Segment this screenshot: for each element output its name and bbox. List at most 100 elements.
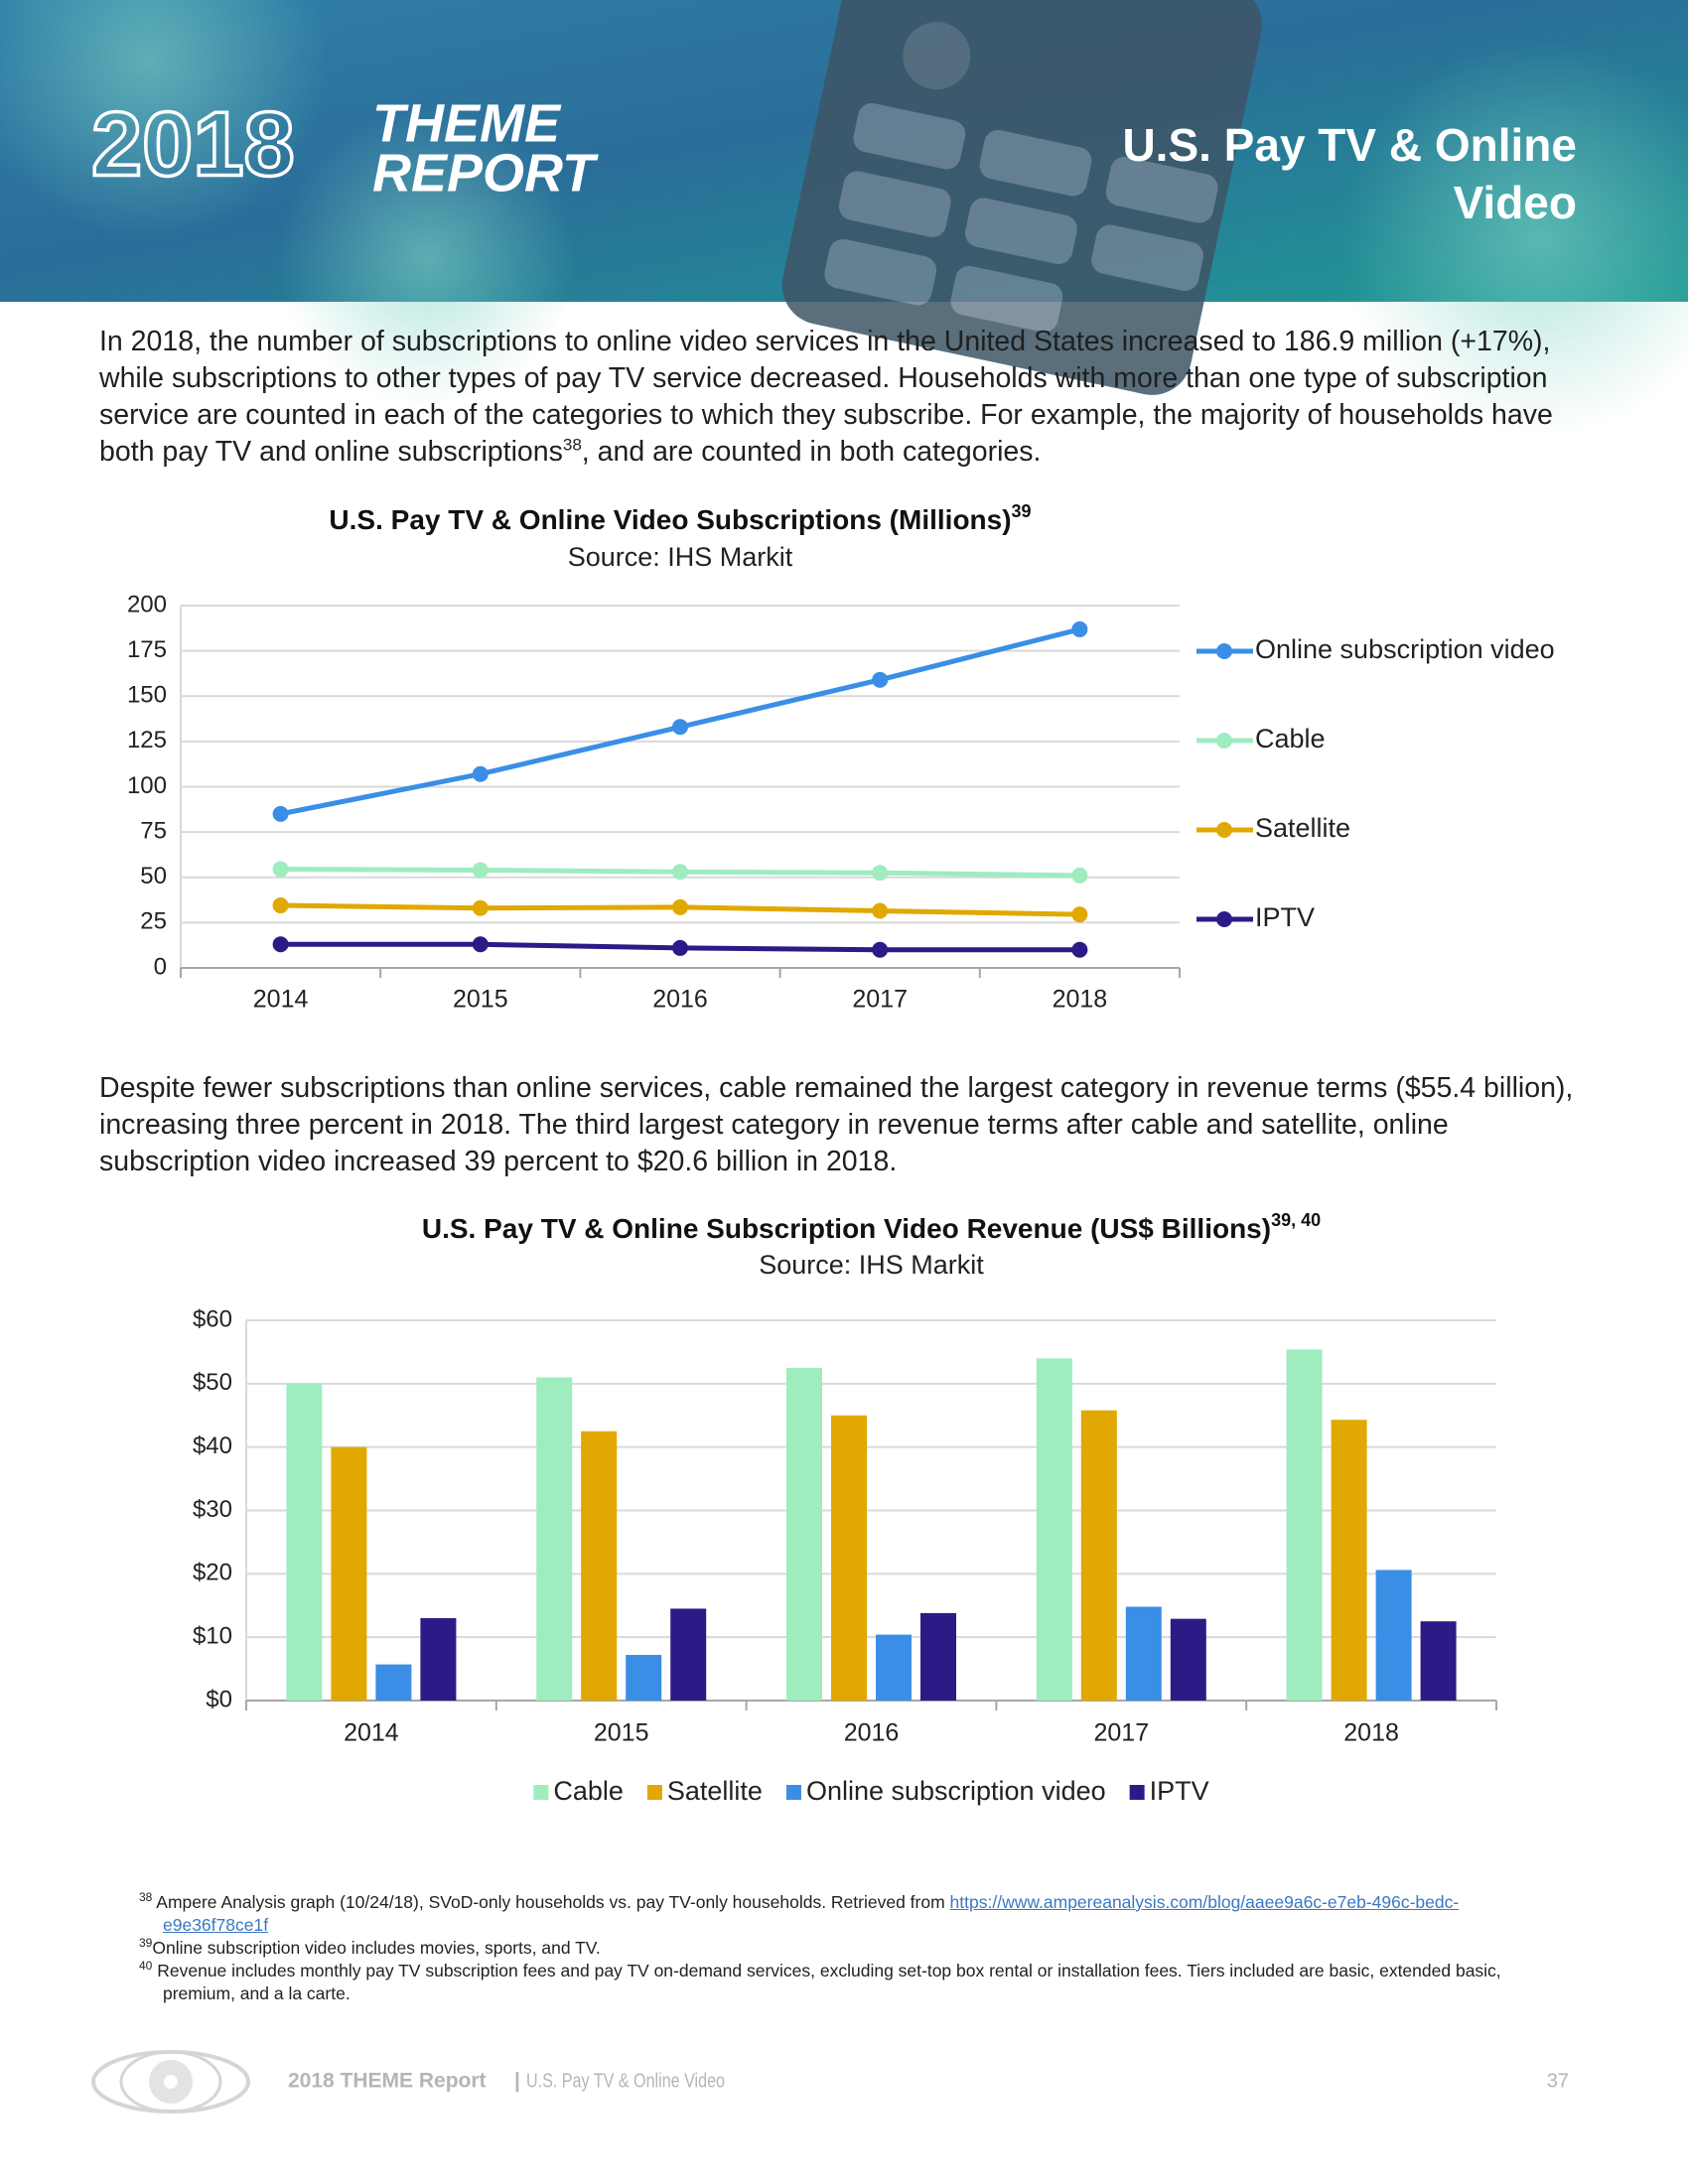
x-tick-label: 2015 bbox=[453, 986, 508, 1014]
legend-label: Cable bbox=[553, 1776, 624, 1806]
footnote-text: Online subscription video includes movie… bbox=[152, 1938, 601, 1958]
footnote-text: Revenue includes monthly pay TV subscrip… bbox=[157, 1961, 1501, 2003]
legend-dot bbox=[1216, 643, 1232, 659]
x-tick-label: 2017 bbox=[852, 986, 908, 1014]
x-tick-label: 2014 bbox=[253, 986, 309, 1014]
bar bbox=[1125, 1606, 1162, 1701]
bar bbox=[536, 1377, 573, 1701]
data-point bbox=[1071, 941, 1088, 958]
footnote: 39Online subscription video includes mov… bbox=[139, 1937, 1529, 1960]
data-point bbox=[272, 897, 289, 914]
text: In 2018, the number of subscriptions to … bbox=[99, 326, 1553, 468]
data-point bbox=[1071, 867, 1088, 884]
y-tick-label: $20 bbox=[193, 1560, 232, 1586]
footnote-link[interactable]: https://www.ampereanalysis.com/blog/aaee… bbox=[163, 1892, 1460, 1935]
bar bbox=[670, 1608, 707, 1701]
data-point bbox=[472, 765, 489, 782]
legend-swatch bbox=[646, 1785, 662, 1800]
data-point bbox=[1071, 620, 1088, 637]
footnote-number: 38 bbox=[139, 1890, 153, 1905]
data-point bbox=[872, 865, 889, 882]
bar bbox=[831, 1415, 867, 1701]
legend-dot bbox=[1216, 911, 1232, 927]
data-point bbox=[672, 719, 688, 736]
bar bbox=[420, 1618, 457, 1701]
y-tick-label: 125 bbox=[127, 727, 167, 753]
data-point bbox=[672, 939, 688, 956]
footer: 2018 THEME Report | U.S. Pay TV & Online… bbox=[91, 2050, 1569, 2114]
data-point bbox=[672, 898, 688, 915]
logo-year: 2018 bbox=[91, 93, 295, 195]
chart-subtitle: Source: IHS Markit bbox=[568, 542, 793, 572]
bar bbox=[786, 1367, 822, 1701]
page-title: Video bbox=[1454, 177, 1577, 228]
y-tick-label: 150 bbox=[127, 682, 167, 709]
y-tick-label: 50 bbox=[140, 863, 167, 889]
bar bbox=[876, 1634, 912, 1701]
footnote-number: 40 bbox=[139, 1959, 153, 1974]
bar bbox=[1080, 1410, 1117, 1701]
data-point bbox=[472, 936, 489, 953]
y-tick-label: $0 bbox=[206, 1686, 232, 1712]
data-point bbox=[472, 899, 489, 916]
legend-label: IPTV bbox=[1150, 1776, 1209, 1806]
legend-label: Online subscription video bbox=[806, 1776, 1106, 1806]
footnote: 40 Revenue includes monthly pay TV subsc… bbox=[139, 1960, 1529, 2005]
legend-label: Satellite bbox=[667, 1776, 763, 1806]
bar bbox=[1170, 1618, 1206, 1701]
bar bbox=[1036, 1358, 1072, 1701]
page-number: 37 bbox=[1547, 2070, 1569, 2092]
data-point bbox=[1071, 906, 1088, 923]
chart-title-text: U.S. Pay TV & Online Subscription Video … bbox=[422, 1213, 1271, 1244]
legend-swatch bbox=[533, 1785, 549, 1800]
chart-title-text: U.S. Pay TV & Online Video Subscriptions… bbox=[329, 504, 1011, 535]
y-tick-label: 175 bbox=[127, 636, 167, 663]
bar bbox=[286, 1383, 323, 1701]
bar bbox=[375, 1664, 412, 1701]
footer-separator: | bbox=[514, 2070, 520, 2093]
y-tick-label: $10 bbox=[193, 1623, 232, 1650]
data-point bbox=[472, 862, 489, 879]
x-tick-label: 2015 bbox=[594, 1719, 649, 1747]
legend-dot bbox=[1216, 733, 1232, 749]
y-tick-label: 200 bbox=[127, 591, 167, 617]
x-tick-label: 2016 bbox=[844, 1719, 900, 1747]
chart-title-note: 39, 40 bbox=[1271, 1210, 1321, 1230]
footnote-number: 39 bbox=[139, 1936, 153, 1951]
bar bbox=[1286, 1349, 1323, 1701]
y-tick-label: 75 bbox=[140, 817, 167, 844]
x-tick-label: 2018 bbox=[1343, 1719, 1399, 1747]
data-point bbox=[272, 861, 289, 878]
y-tick-label: 25 bbox=[140, 908, 167, 935]
legend-label: Satellite bbox=[1255, 813, 1350, 843]
y-tick-label: $60 bbox=[193, 1305, 232, 1332]
footnote-text: Ampere Analysis graph (10/24/18), SVoD-o… bbox=[156, 1892, 950, 1912]
y-tick-label: $30 bbox=[193, 1496, 232, 1523]
bar bbox=[1420, 1621, 1457, 1701]
data-point bbox=[272, 936, 289, 953]
footer-report: 2018 THEME Report bbox=[288, 2070, 487, 2093]
legend-swatch bbox=[785, 1785, 801, 1800]
text: , and are counted in both categories. bbox=[581, 436, 1042, 468]
bar bbox=[581, 1431, 618, 1701]
footnote-ref: 38 bbox=[562, 435, 582, 455]
page-title: U.S. Pay TV & Online bbox=[1122, 119, 1577, 171]
bar bbox=[1331, 1420, 1367, 1701]
data-point bbox=[672, 864, 688, 881]
x-tick-label: 2017 bbox=[1093, 1719, 1149, 1747]
x-tick-label: 2014 bbox=[344, 1719, 399, 1747]
data-point bbox=[872, 941, 889, 958]
logo-word: THEME bbox=[372, 93, 562, 153]
header-banner: 2018 THEME REPORT U.S. Pay TV & Online V… bbox=[0, 0, 1688, 437]
y-tick-label: 0 bbox=[154, 953, 167, 980]
bar bbox=[331, 1446, 367, 1701]
footnotes: 38 Ampere Analysis graph (10/24/18), SVo… bbox=[139, 1891, 1529, 2005]
paragraph: In 2018, the number of subscriptions to … bbox=[99, 324, 1589, 471]
legend-label: Cable bbox=[1255, 724, 1326, 753]
text: Despite fewer subscriptions than online … bbox=[99, 1072, 1574, 1177]
logo-word: REPORT bbox=[372, 143, 599, 203]
data-point bbox=[272, 805, 289, 822]
legend-label: IPTV bbox=[1255, 902, 1315, 932]
